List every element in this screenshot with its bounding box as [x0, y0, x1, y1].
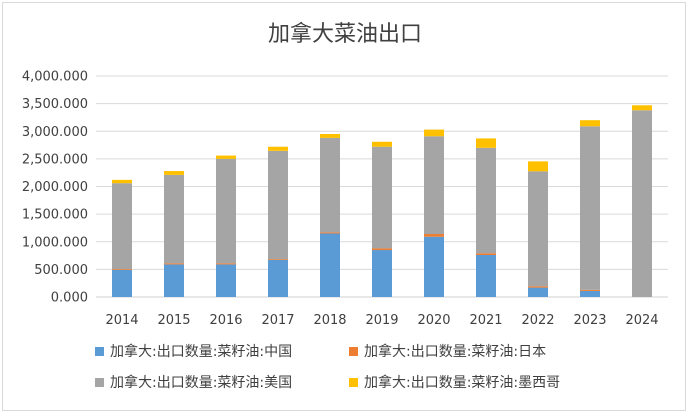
- bar-segment: [268, 146, 288, 151]
- bar-segment: [320, 134, 340, 138]
- bar-segment: [580, 120, 600, 127]
- bar-segment: [424, 129, 444, 137]
- y-axis-ticks: 0.000 500.000 1,000.000 1,500.000 2,000.000 2…: [22, 70, 88, 306]
- legend-swatch: [95, 347, 104, 356]
- bar-segment: [476, 253, 496, 256]
- bar-segment: [268, 259, 288, 297]
- bar-segment: [216, 158, 236, 264]
- y-tick-label: 1,000.000: [22, 235, 88, 250]
- bar-segment: [112, 269, 132, 297]
- legend-swatch: [349, 378, 358, 387]
- bar-segment: [632, 105, 652, 111]
- bar-segment: [424, 236, 444, 297]
- bar-segment: [164, 264, 184, 297]
- bar-segment: [580, 126, 600, 290]
- bar-segment: [112, 179, 132, 184]
- legend-swatch: [349, 347, 358, 356]
- x-tick-label: 2022: [521, 313, 554, 328]
- legend-label: 加拿大:出口数量:菜籽油:日本: [364, 343, 546, 360]
- bar-segment: [372, 146, 392, 249]
- bar-segment: [268, 259, 288, 260]
- legend-swatch: [95, 378, 104, 387]
- bar-segment: [528, 287, 548, 297]
- y-tick-label: 3,000.000: [22, 125, 88, 140]
- y-tick-label: 500.000: [34, 263, 88, 278]
- y-tick-label: 0.000: [51, 291, 88, 306]
- bar-segment: [320, 137, 340, 233]
- bars: [112, 105, 652, 297]
- x-tick-label: 2014: [105, 313, 138, 328]
- bar-segment: [528, 171, 548, 287]
- y-tick-label: 4,000.000: [22, 70, 88, 85]
- bar-segment: [216, 155, 236, 159]
- x-tick-label: 2017: [261, 313, 294, 328]
- bar-segment: [164, 171, 184, 175]
- bar-segment: [476, 255, 496, 297]
- bar-segment: [112, 183, 132, 270]
- bar-segment: [372, 141, 392, 147]
- x-tick-label: 2021: [469, 313, 502, 328]
- bar-segment: [372, 248, 392, 251]
- y-tick-label: 2,500.000: [22, 152, 88, 167]
- x-tick-label: 2015: [157, 313, 190, 328]
- y-tick-label: 1,500.000: [22, 208, 88, 223]
- legend-label: 加拿大:出口数量:菜籽油:美国: [110, 374, 292, 391]
- bar-segment: [580, 290, 600, 297]
- bar-segment: [372, 250, 392, 297]
- bar-segment: [164, 263, 184, 265]
- bar-segment: [580, 289, 600, 291]
- chart-title: 加拿大菜油出口: [268, 21, 422, 47]
- x-tick-label: 2018: [313, 313, 346, 328]
- bar-segment: [320, 232, 340, 234]
- bar-segment: [476, 138, 496, 148]
- bar-segment: [112, 269, 132, 270]
- bar-segment: [424, 234, 444, 237]
- bar-segment: [528, 286, 548, 288]
- x-axis-ticks: 2014 2015 2016 2017 2018 2019 2020 2021 2022 2023…: [105, 313, 658, 328]
- legend: 加拿大:出口数量:菜籽油:中国 加拿大:出口数量:菜籽油:日本加拿大:出口数量:菜…: [95, 343, 560, 391]
- x-tick-label: 2019: [365, 313, 398, 328]
- bar-segment: [268, 150, 288, 260]
- bar-segment: [424, 136, 444, 235]
- x-tick-label: 2024: [625, 313, 658, 328]
- bar-segment: [528, 161, 548, 172]
- y-tick-label: 2,000.000: [22, 180, 88, 195]
- x-tick-label: 2020: [417, 313, 450, 328]
- bar-segment: [476, 147, 496, 254]
- bar-segment: [216, 263, 236, 265]
- x-tick-label: 2016: [209, 313, 242, 328]
- x-tick-label: 2023: [573, 313, 606, 328]
- bar-segment: [164, 174, 184, 264]
- y-tick-label: 3,500.000: [22, 97, 88, 112]
- bar-segment: [320, 233, 340, 297]
- legend-label: 加拿大:出口数量:菜籽油:中国: [110, 343, 292, 360]
- bar-segment: [632, 110, 652, 297]
- bar-segment: [216, 264, 236, 297]
- legend-label: 加拿大:出口数量:菜籽油:墨西哥: [364, 374, 560, 391]
